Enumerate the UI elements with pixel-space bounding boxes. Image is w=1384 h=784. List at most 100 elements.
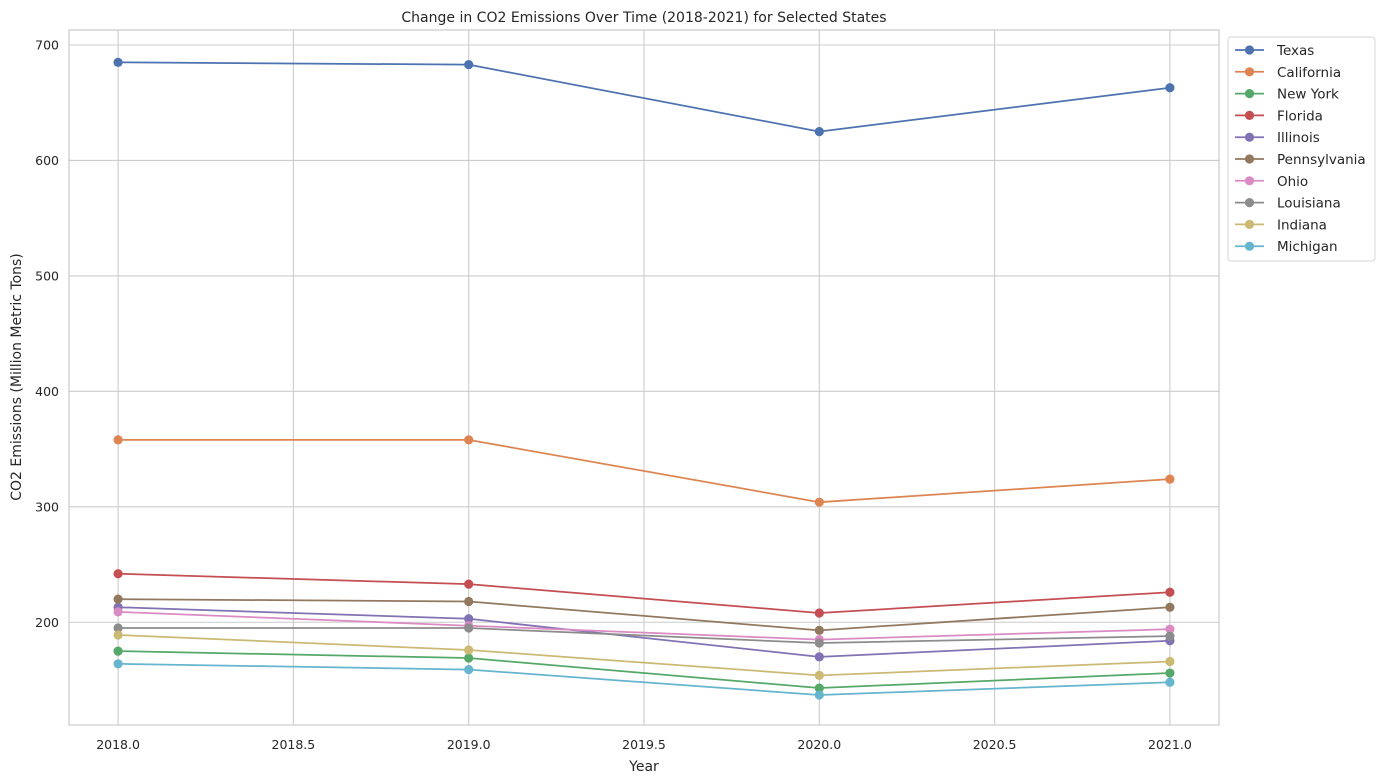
series-florida: [113, 569, 1175, 618]
series-line: [118, 650, 1170, 689]
x-tick-label: 2018.5: [272, 737, 316, 752]
x-tick-label: 2020.0: [797, 737, 841, 752]
data-point: [814, 625, 824, 635]
data-point: [113, 57, 123, 67]
data-point: [814, 683, 824, 693]
data-point: [1165, 656, 1175, 667]
legend-label: Michigan: [1277, 239, 1338, 255]
legend-marker: [1244, 241, 1255, 251]
legend-entry: Illinois: [1235, 130, 1320, 146]
data-point: [814, 497, 824, 507]
legend-label: Pennsylvania: [1277, 152, 1366, 168]
legend-label: Louisiana: [1277, 196, 1341, 212]
x-tick-label: 2021.0: [1148, 737, 1192, 752]
series-line: [118, 598, 1170, 632]
data-point: [464, 653, 474, 663]
series-line: [118, 572, 1170, 614]
plot-area: [68, 29, 1220, 726]
legend-box: [1227, 36, 1376, 262]
data-point: [464, 579, 474, 589]
legend-marker: [1244, 67, 1255, 77]
legend-label: Ohio: [1277, 174, 1308, 190]
legend-entry: California: [1235, 65, 1341, 81]
legend-label: Texas: [1276, 43, 1314, 59]
legend-entry: Pennsylvania: [1235, 152, 1366, 168]
data-point: [814, 126, 824, 137]
data-point: [814, 608, 824, 618]
data-point: [464, 623, 474, 633]
x-tick-label: 2020.5: [973, 737, 1017, 752]
data-point: [113, 623, 123, 633]
y-tick-label: 500: [35, 268, 59, 283]
series-line: [118, 438, 1170, 504]
legend-marker: [1244, 198, 1255, 208]
data-point: [1165, 631, 1175, 641]
legend-marker: [1244, 89, 1255, 99]
legend-label: Florida: [1277, 108, 1323, 124]
legend-marker: [1244, 45, 1255, 55]
series-california: [113, 435, 1175, 507]
y-tick-label: 200: [35, 615, 59, 630]
series-line: [118, 634, 1170, 677]
data-point: [1165, 677, 1175, 687]
series-line: [118, 627, 1170, 644]
data-point: [113, 646, 123, 656]
data-point: [113, 569, 123, 579]
series-texas: [113, 57, 1175, 137]
legend-label: Illinois: [1277, 130, 1320, 146]
series-pennsylvania: [113, 594, 1175, 635]
series-louisiana: [113, 623, 1175, 648]
legend-entry: Texas: [1235, 43, 1314, 59]
data-point: [814, 652, 824, 662]
legend-label: Indiana: [1277, 217, 1327, 233]
series-line: [118, 61, 1171, 133]
data-point: [814, 638, 824, 648]
data-point: [1165, 602, 1175, 612]
x-tick-label: 2018.0: [96, 737, 140, 752]
data-point: [113, 594, 123, 604]
x-axis-ticks: 2018.0 2018.5 2019.0 2019.5 2020.0 2020.5 2021…: [96, 737, 1192, 752]
data-point: [113, 659, 123, 669]
data-point: [814, 670, 824, 680]
x-axis-label: Year: [628, 759, 659, 775]
x-tick-label: 2019.0: [447, 737, 491, 752]
legend-entry: Ohio: [1235, 174, 1308, 190]
legend: Texas California New York Florida Illinois Pe…: [1227, 36, 1376, 262]
data-point: [113, 607, 123, 617]
y-tick-label: 600: [35, 153, 59, 168]
series-indiana: [113, 630, 1175, 680]
data-point: [464, 60, 474, 70]
legend-marker: [1244, 110, 1255, 120]
data-point: [814, 690, 824, 700]
legend-entry: Michigan: [1235, 239, 1338, 255]
data-point: [464, 664, 474, 675]
series-line: [118, 606, 1170, 658]
chart-title: Change in CO2 Emissions Over Time (2018-…: [401, 10, 886, 26]
data-point: [113, 630, 123, 640]
data-point: [1165, 668, 1175, 678]
y-tick-label: 400: [35, 384, 59, 399]
legend-label: California: [1277, 65, 1341, 81]
data-point: [113, 435, 123, 445]
data-point: [1165, 83, 1175, 93]
series-lines: [113, 57, 1175, 700]
series-line: [118, 610, 1170, 641]
data-point: [464, 596, 474, 607]
data-point: [464, 645, 474, 655]
legend-marker: [1244, 176, 1255, 186]
grid-lines: [69, 30, 1219, 725]
legend-entry: Florida: [1235, 108, 1323, 124]
legend-marker: [1244, 132, 1255, 142]
y-axis-ticks: 200 300 400 500 600 700: [35, 38, 59, 630]
legend-entry: Indiana: [1235, 217, 1327, 233]
legend-marker: [1244, 219, 1255, 229]
data-point: [464, 614, 474, 624]
y-tick-label: 700: [35, 38, 59, 53]
data-point: [1165, 587, 1175, 597]
data-point: [1165, 624, 1175, 634]
legend-entry: New York: [1235, 87, 1339, 103]
data-point: [464, 435, 474, 445]
series-michigan: [113, 659, 1175, 700]
series-new-york: [113, 646, 1175, 693]
